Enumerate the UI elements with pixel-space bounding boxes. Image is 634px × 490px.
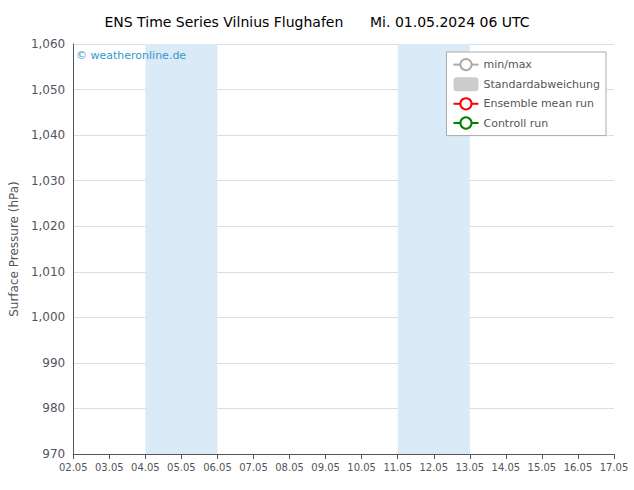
svg-text:© weatheronline.de: © weatheronline.de: [76, 49, 186, 62]
svg-text:970: 970: [42, 447, 65, 461]
svg-text:15.05: 15.05: [528, 462, 557, 473]
svg-text:990: 990: [42, 356, 65, 370]
svg-text:08.05: 08.05: [275, 462, 304, 473]
svg-text:Controll run: Controll run: [483, 117, 548, 130]
svg-text:1,000: 1,000: [31, 310, 65, 324]
svg-text:06.05: 06.05: [203, 462, 232, 473]
svg-text:1,050: 1,050: [31, 83, 65, 97]
svg-text:min/max: min/max: [483, 58, 532, 71]
svg-text:04.05: 04.05: [131, 462, 160, 473]
svg-text:12.05: 12.05: [419, 462, 448, 473]
svg-text:1,060: 1,060: [31, 37, 65, 51]
svg-text:1,030: 1,030: [31, 174, 65, 188]
svg-text:14.05: 14.05: [492, 462, 521, 473]
svg-text:09.05: 09.05: [311, 462, 340, 473]
svg-text:07.05: 07.05: [239, 462, 268, 473]
svg-text:Ensemble mean run: Ensemble mean run: [483, 97, 594, 110]
svg-text:ENS Time Series Vilnius Flugha: ENS Time Series Vilnius Flughafen Mi. 01…: [104, 14, 529, 30]
svg-text:10.05: 10.05: [347, 462, 376, 473]
svg-text:16.05: 16.05: [564, 462, 593, 473]
svg-text:1,020: 1,020: [31, 219, 65, 233]
svg-text:05.05: 05.05: [167, 462, 196, 473]
svg-text:11.05: 11.05: [383, 462, 412, 473]
svg-text:Surface Pressure (hPa): Surface Pressure (hPa): [7, 181, 21, 317]
svg-text:02.05: 02.05: [59, 462, 88, 473]
svg-text:1,010: 1,010: [31, 265, 65, 279]
svg-text:03.05: 03.05: [95, 462, 124, 473]
svg-text:980: 980: [42, 401, 65, 415]
svg-text:Standardabweichung: Standardabweichung: [483, 78, 600, 91]
svg-text:1,040: 1,040: [31, 128, 65, 142]
svg-text:17.05: 17.05: [600, 462, 629, 473]
svg-text:13.05: 13.05: [455, 462, 484, 473]
